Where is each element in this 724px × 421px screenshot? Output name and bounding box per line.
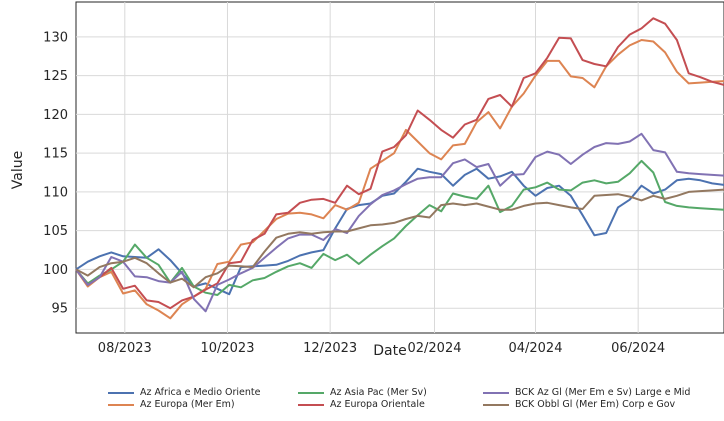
y-tick-label: 105 [43,224,68,239]
legend-swatch [298,391,324,394]
series-lines [75,17,724,320]
legend-swatch [483,403,509,406]
y-tick-label: 130 [43,30,68,45]
legend-label: Az Africa e Medio Oriente [140,387,261,398]
legend-item: Az Europa Orientale [298,399,483,410]
legend-swatch [108,403,134,406]
legend-item: Az Europa (Mer Em) [108,399,298,410]
grid-lines [76,2,724,333]
y-tick-label: 115 [43,147,68,162]
legend-item: Az Africa e Medio Oriente [108,387,298,398]
x-axis-label: Date [373,343,406,359]
x-tick-labels: 08/2023 10/2023 12/2023 02/2024 04/2024 06/20… [98,341,665,356]
y-tick-label: 110 [43,185,68,200]
x-tick-label: 10/2023 [200,341,254,356]
x-tick-label: 08/2023 [98,341,152,356]
legend-item: BCK Obbl Gl (Mer Em) Corp e Gov [483,399,708,410]
series-line-4 [75,17,724,310]
series-line-3 [75,159,724,296]
legend-item: BCK Az Gl (Mer Em e Sv) Large e Mid [483,387,708,398]
legend-swatch [483,391,509,394]
legend-swatch [108,391,134,394]
y-tick-label: 125 [43,69,68,84]
plot-area [75,1,724,334]
y-tick-label: 100 [43,263,68,278]
series-line-6 [75,188,724,289]
legend-label: Az Europa (Mer Em) [140,399,235,410]
y-axis-label: Value [10,151,26,189]
legend-label: BCK Az Gl (Mer Em e Sv) Large e Mid [515,387,691,398]
legend-swatch [298,403,324,406]
series-line-5 [75,132,724,313]
legend-label: Az Asia Pac (Mer Sv) [330,387,427,398]
x-tick-label: 02/2024 [407,341,461,356]
y-tick-labels: 95 100 105 110 115 120 125 130 [43,30,68,316]
legend-label: BCK Obbl Gl (Mer Em) Corp e Gov [515,399,676,410]
legend-item: Az Asia Pac (Mer Sv) [298,387,483,398]
legend: Az Africa e Medio Oriente Az Asia Pac (Me… [108,387,708,410]
y-tick-label: 95 [51,302,68,317]
y-tick-label: 120 [43,108,68,123]
legend-label: Az Europa Orientale [330,399,425,410]
x-tick-label: 12/2023 [303,341,357,356]
x-tick-label: 04/2024 [508,341,562,356]
x-tick-label: 06/2024 [611,341,665,356]
